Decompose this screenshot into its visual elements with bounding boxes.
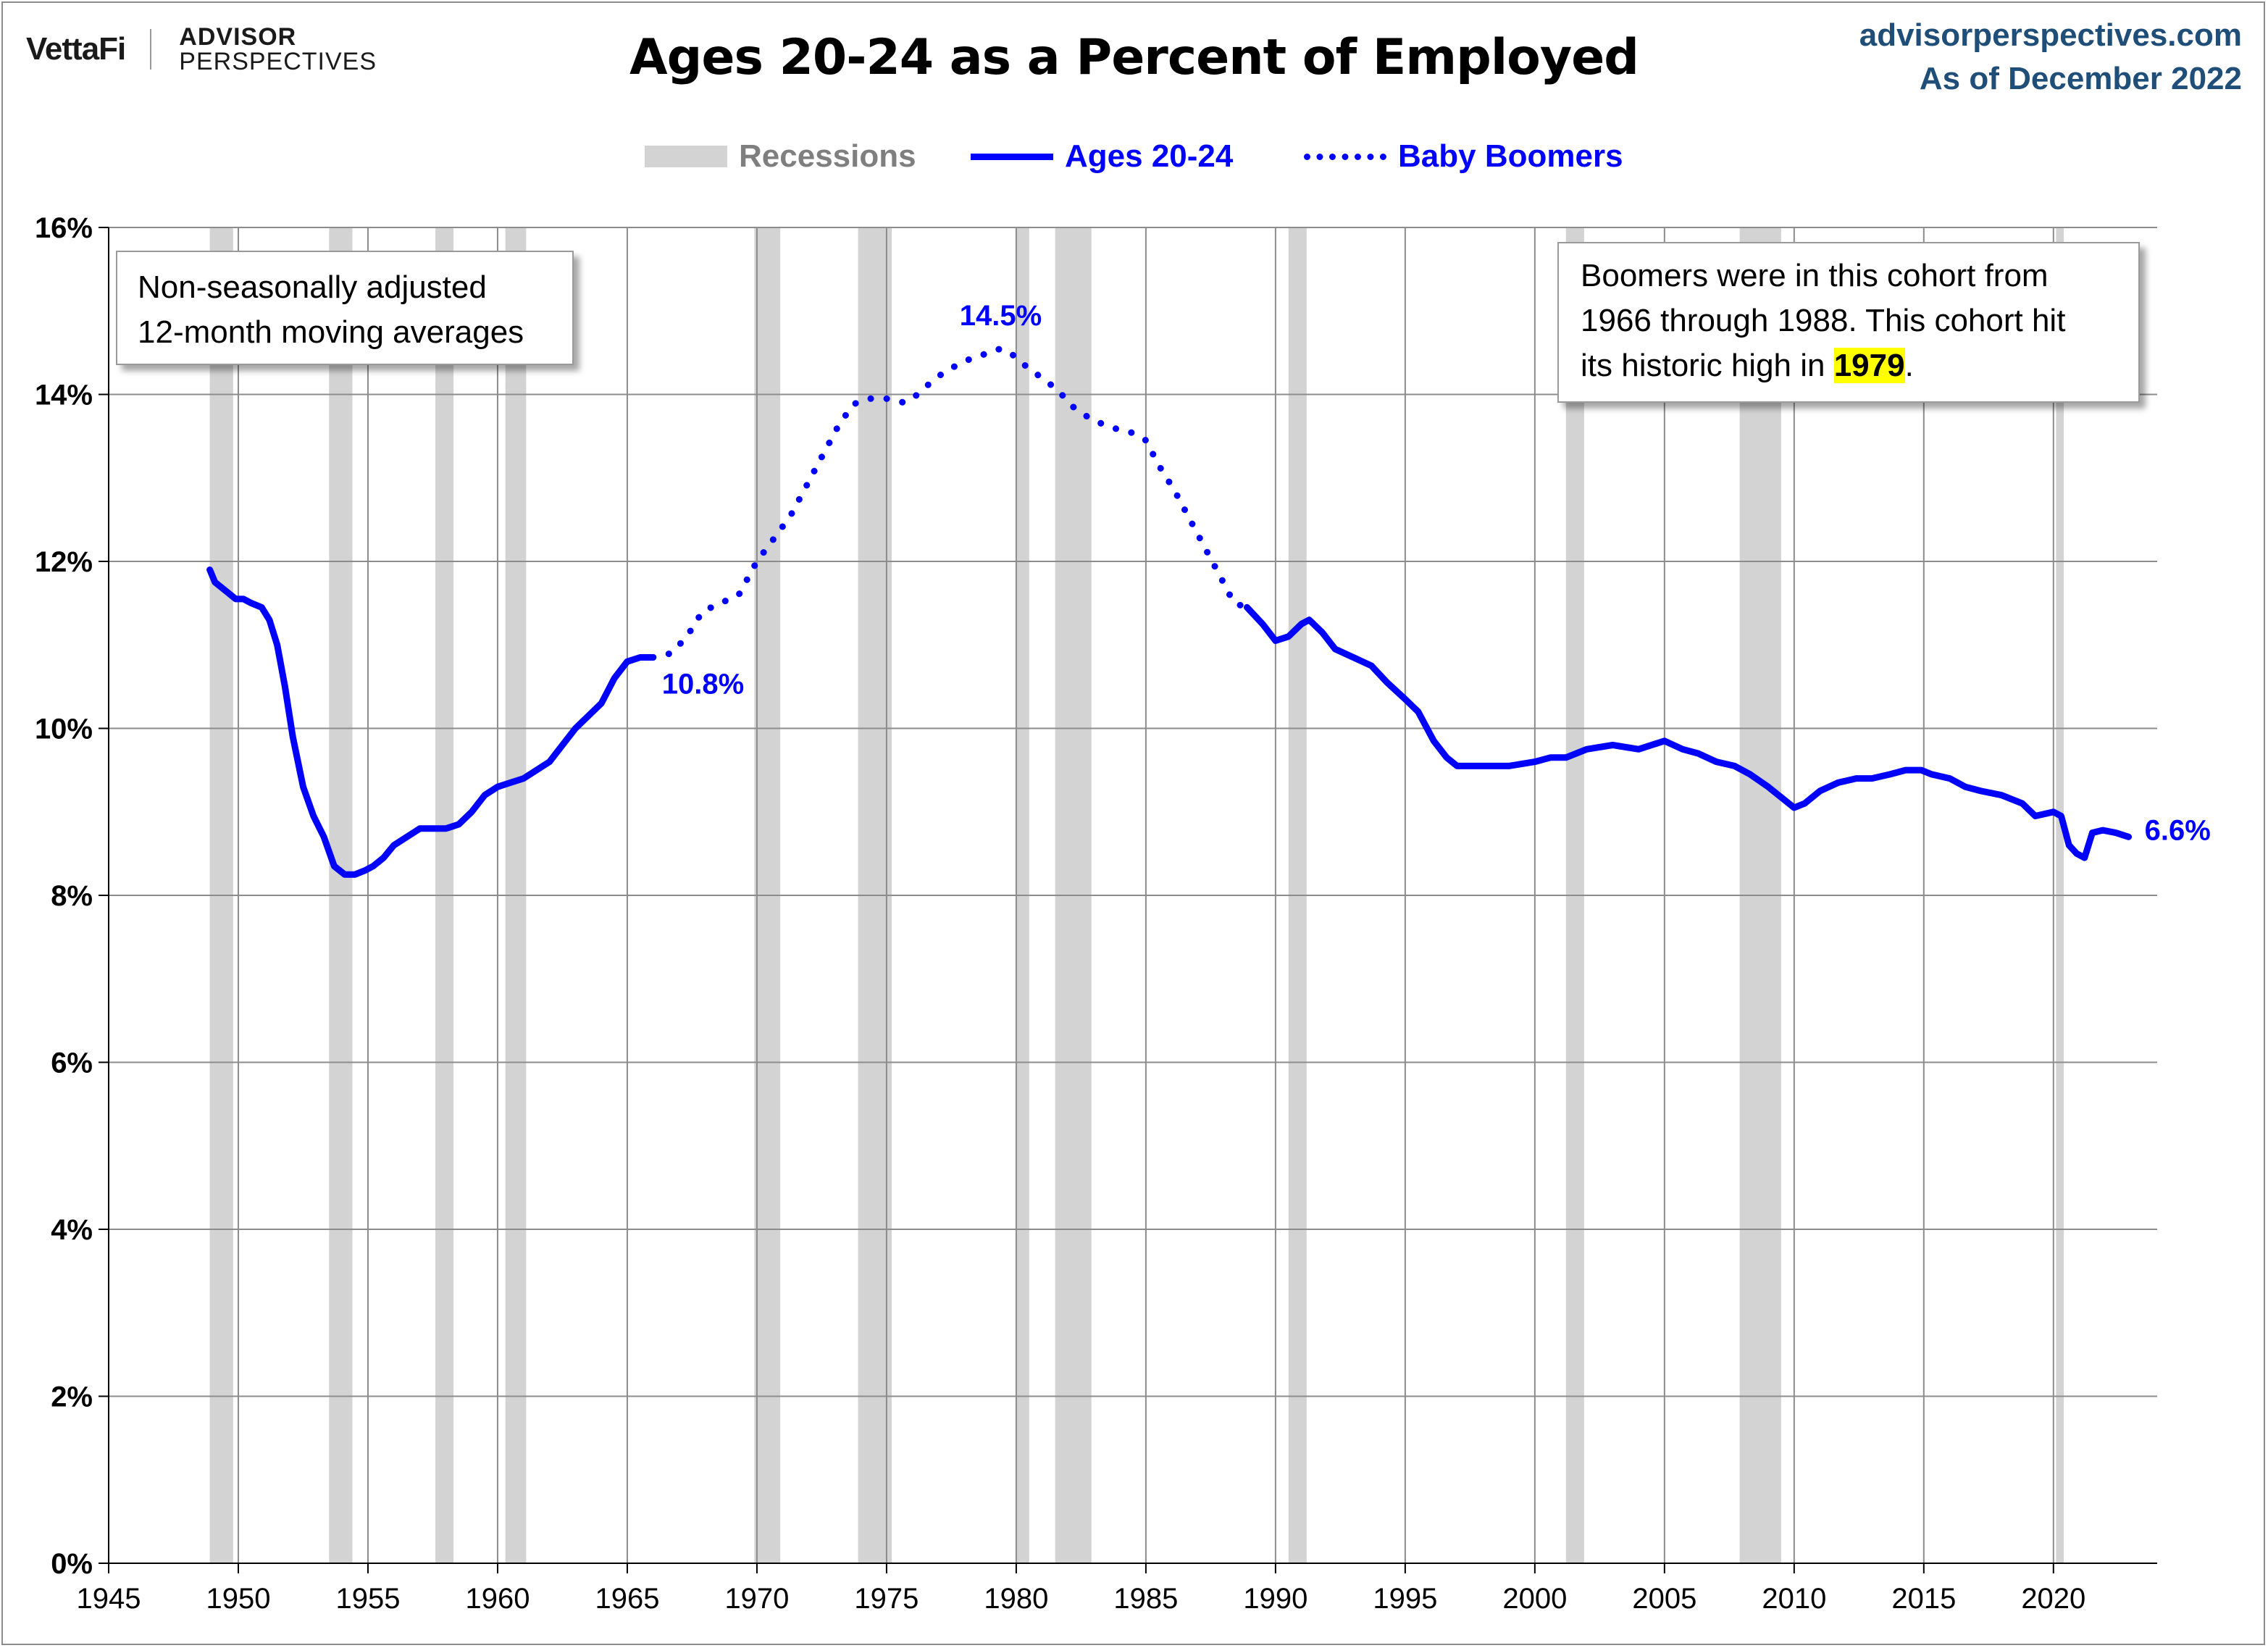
boomers-note-line3: its historic high in 1979. [1581, 343, 2117, 388]
x-tick-label: 1985 [1113, 1583, 1178, 1615]
x-tick-label: 1995 [1373, 1583, 1437, 1615]
advisor-perspectives-wordmark: ADVISOR PERSPECTIVES [179, 25, 377, 74]
x-tick-label: 2020 [2021, 1583, 2085, 1615]
boomers-note-line3-text: its historic high in [1581, 348, 1834, 383]
x-tick-label: 1950 [206, 1583, 270, 1615]
legend-item-boomers: Baby Boomers [1304, 135, 1623, 178]
source-site[interactable]: advisorperspectives.com [1859, 17, 2242, 53]
y-tick-label: 6% [51, 1047, 93, 1079]
method-note-line2: 12-month moving averages [138, 314, 524, 350]
x-tick-label: 1945 [77, 1583, 141, 1615]
x-tick-label: 1970 [724, 1583, 789, 1615]
y-tick-label: 16% [35, 212, 93, 244]
series-line-ages-20-24 [1244, 603, 2133, 861]
y-tick-label: 12% [35, 546, 93, 578]
legend-label-boomers: Baby Boomers [1398, 138, 1623, 174]
x-tick-label: 2000 [1502, 1583, 1567, 1615]
wordmark-perspectives: PERSPECTIVES [179, 48, 377, 75]
boomers-note-period: . [1904, 348, 1914, 383]
series-line-ages-20-24 [206, 566, 657, 878]
legend-label-ages: Ages 20-24 [1065, 138, 1234, 174]
vettafi-logo: VettaFi ADVISOR PERSPECTIVES [26, 25, 377, 74]
legend-item-ages: Ages 20-24 [971, 135, 1233, 178]
x-tick-label: 1965 [595, 1583, 659, 1615]
boomers-note: Boomers were in this cohort from 1966 th… [1557, 242, 2140, 403]
data-label: 14.5% [960, 300, 1042, 332]
legend: Recessions Ages 20-24 Baby Boomers [0, 135, 2268, 178]
legend-swatch-recessions [645, 146, 727, 167]
y-tick-label: 14% [35, 380, 93, 411]
boomers-note-line2: 1966 through 1988. This cohort hit [1581, 303, 2066, 338]
boomers-note-highlight: 1979 [1833, 348, 1905, 383]
y-tick-label: 8% [51, 880, 93, 912]
legend-item-recessions: Recessions [645, 135, 916, 178]
data-label: 6.6% [2145, 814, 2211, 846]
x-tick-label: 1975 [854, 1583, 919, 1615]
wordmark-advisor: ADVISOR [179, 23, 297, 51]
x-tick-label: 2015 [1891, 1583, 1956, 1615]
y-tick-label: 2% [51, 1381, 93, 1413]
x-tick-label: 1960 [465, 1583, 530, 1615]
data-label: 10.8% [662, 668, 744, 700]
method-note: Non-seasonally adjusted 12-month moving … [116, 251, 574, 365]
chart-title: Ages 20-24 as a Percent of Employed [629, 29, 1639, 86]
x-tick-label: 1990 [1243, 1583, 1307, 1615]
legend-label-recessions: Recessions [739, 138, 916, 174]
x-tick-label: 2010 [1762, 1583, 1826, 1615]
x-tick-label: 2005 [1632, 1583, 1696, 1615]
x-tick-label: 1980 [984, 1583, 1048, 1615]
y-tick-label: 10% [35, 714, 93, 745]
legend-swatch-ages [971, 153, 1053, 160]
method-note-line1: Non-seasonally adjusted [138, 269, 487, 305]
y-tick-label: 0% [51, 1548, 93, 1580]
x-tick-label: 1955 [335, 1583, 400, 1615]
logo-divider [150, 29, 152, 70]
legend-swatch-boomers [1304, 153, 1386, 160]
vettafi-wordmark: VettaFi [26, 31, 126, 67]
as-of-date: As of December 2022 [1919, 61, 2242, 96]
y-tick-label: 4% [51, 1214, 93, 1246]
boomers-note-line1: Boomers were in this cohort from [1581, 258, 2049, 293]
